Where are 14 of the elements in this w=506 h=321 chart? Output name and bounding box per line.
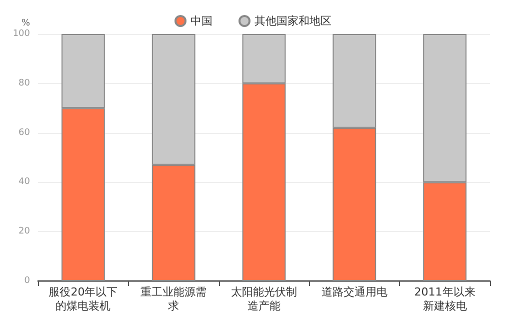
- legend-label: 其他国家和地区: [254, 14, 332, 28]
- y-tick-label: 100: [12, 29, 30, 39]
- y-tick-label: 20: [18, 226, 30, 237]
- y-axis-title: %: [21, 18, 30, 28]
- y-tick-label: 0: [24, 276, 30, 286]
- y-tick-label: 40: [18, 177, 30, 188]
- x-tick-label: 太阳能光伏制造产能: [231, 286, 297, 312]
- legend-label: 中国: [190, 14, 212, 28]
- x-tick-label: 重工业能源需求: [140, 286, 207, 312]
- x-tick-label: 道路交通用电: [321, 286, 388, 298]
- x-tick-label: 服役20年以下的煤电装机: [48, 286, 118, 312]
- y-tick-label: 60: [18, 128, 30, 138]
- x-tick-label: 2011年以来新建核电: [414, 286, 476, 312]
- y-tick-label: 80: [18, 78, 30, 88]
